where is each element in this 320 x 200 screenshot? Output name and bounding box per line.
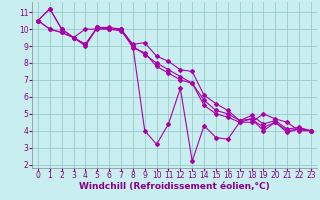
X-axis label: Windchill (Refroidissement éolien,°C): Windchill (Refroidissement éolien,°C) xyxy=(79,182,270,191)
